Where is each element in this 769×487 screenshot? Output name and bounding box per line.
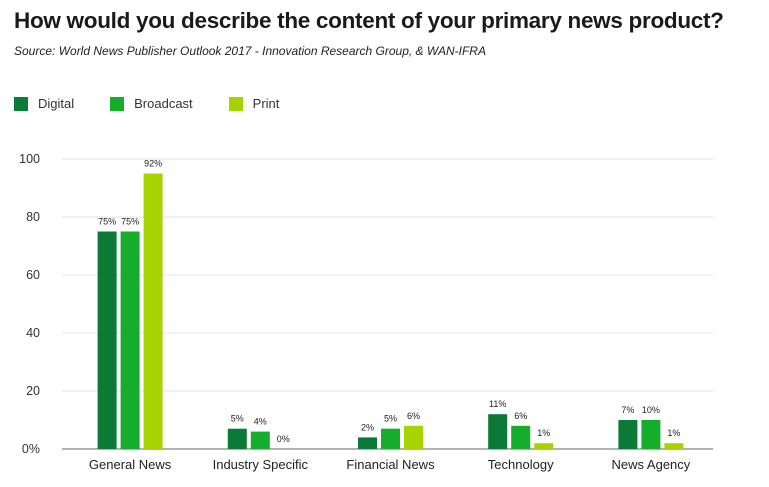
bar-digital xyxy=(227,428,247,449)
y-tick-label: 20 xyxy=(26,384,40,398)
data-label: 6% xyxy=(407,411,420,421)
x-category-label: Technology xyxy=(488,457,554,472)
x-category-label: News Agency xyxy=(612,457,691,472)
bar-digital xyxy=(358,437,377,449)
bar-broadcast xyxy=(511,425,531,449)
data-label: 7% xyxy=(621,405,634,415)
legend-item-broadcast: Broadcast xyxy=(110,96,193,111)
bar-broadcast xyxy=(120,231,140,449)
x-category-label: General News xyxy=(89,457,172,472)
legend-item-print: Print xyxy=(228,96,280,111)
data-label: 5% xyxy=(384,414,397,424)
bar-print xyxy=(404,425,423,449)
data-label: 75% xyxy=(121,217,139,227)
data-label: 75% xyxy=(98,217,116,227)
y-tick-label: 60 xyxy=(26,268,40,282)
legend-swatch-print xyxy=(228,96,243,111)
y-tick-label: 40 xyxy=(26,326,40,340)
x-category-label: Financial News xyxy=(346,457,435,472)
bar-broadcast xyxy=(641,420,661,449)
data-label: 4% xyxy=(254,417,267,427)
bar-broadcast xyxy=(250,431,270,449)
legend-swatch-digital xyxy=(14,96,28,111)
y-tick-label: 80 xyxy=(26,210,40,224)
data-label: 10% xyxy=(642,405,660,415)
data-label: 5% xyxy=(231,414,244,424)
data-label: 92% xyxy=(144,159,162,169)
bar-print xyxy=(664,443,684,449)
chart-subtitle: Source: World News Publisher Outlook 201… xyxy=(14,44,486,58)
data-label: 1% xyxy=(537,428,550,438)
legend-label-digital: Digital xyxy=(38,96,75,111)
data-label: 2% xyxy=(361,422,374,432)
data-label: 1% xyxy=(667,428,680,438)
data-label: 11% xyxy=(489,399,506,409)
y-tick-label: 0% xyxy=(22,442,40,456)
data-label: 6% xyxy=(514,411,527,421)
x-category-label: Industry Specific xyxy=(213,457,309,472)
chart-title: How would you describe the content of yo… xyxy=(14,8,724,33)
bar-print xyxy=(534,443,554,449)
data-label: 0% xyxy=(277,434,290,444)
bar-digital xyxy=(488,414,508,449)
legend-label-broadcast: Broadcast xyxy=(134,96,193,111)
legend-item-digital: Digital xyxy=(14,96,74,111)
legend-label-print: Print xyxy=(252,96,280,111)
bar-digital xyxy=(618,420,638,449)
bar-digital xyxy=(97,231,117,449)
bar-broadcast xyxy=(381,428,400,449)
legend: Digital Broadcast Print xyxy=(14,96,315,111)
legend-swatch-broadcast xyxy=(110,96,125,111)
bar-print xyxy=(143,173,163,449)
y-tick-label: 100 xyxy=(19,152,40,166)
